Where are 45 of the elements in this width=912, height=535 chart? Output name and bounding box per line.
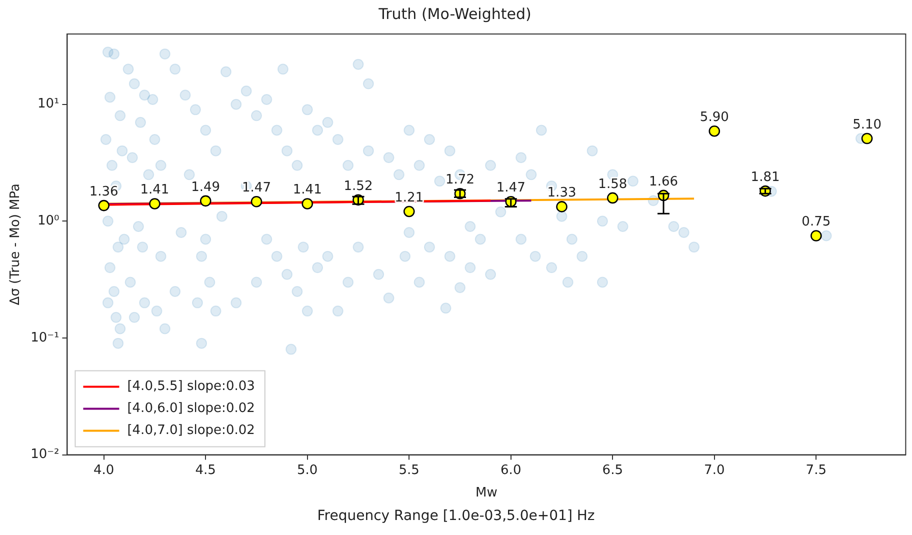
data-label: 1.41: [140, 182, 170, 198]
point: [250, 196, 262, 208]
x-tick-label: 4.5: [195, 462, 216, 478]
data-label: 1.41: [292, 182, 322, 198]
y-tick-label: 10⁰: [37, 214, 60, 229]
x-tick-label: 6.0: [500, 462, 522, 478]
legend-label: [4.0,7.0] slope:0.02: [127, 423, 255, 438]
text: Frequency Range [1.0e-03,5.0e+01] Hz: [316, 508, 596, 524]
point: [606, 192, 618, 204]
y-tick-label: 10⁻¹: [30, 330, 60, 346]
x-axis-title: Mw: [476, 486, 498, 501]
legend-label: [4.0,5.5] slope:0.03: [127, 379, 255, 394]
x-tick-label: 6.5: [602, 462, 623, 478]
legend-label: [4.0,6.0] slope:0.02: [127, 401, 255, 416]
data-label: 5.10: [852, 117, 882, 132]
y-tick-label: 10⁻²: [30, 447, 60, 462]
x-tick-label: 5.5: [398, 462, 420, 478]
y-axis-title: Δσ (True - Mo) MPa: [8, 184, 24, 306]
point: [302, 198, 314, 210]
point: [200, 195, 212, 207]
data-label: 1.49: [191, 180, 220, 195]
point: [708, 125, 720, 137]
data-label: 1.52: [344, 178, 373, 194]
point: [861, 132, 873, 144]
x-tick-label: 7.0: [704, 462, 725, 478]
data-label: 0.75: [802, 214, 831, 230]
point: [810, 230, 822, 242]
x-tick-label: 4.0: [94, 462, 114, 478]
point: [556, 201, 568, 212]
data-label: 1.72: [446, 172, 474, 188]
data-label: 1.36: [89, 184, 118, 200]
point: [98, 200, 110, 212]
x-tick-label: 7.5: [806, 462, 826, 478]
point: [149, 198, 160, 210]
x-tick-label: 5.0: [297, 462, 318, 478]
data-label: 1.33: [547, 186, 576, 201]
data-label: 5.90: [700, 110, 729, 125]
data-label: 1.81: [750, 170, 780, 185]
data-label: 1.47: [242, 180, 271, 196]
data-label: 1.58: [598, 176, 628, 192]
data-label: 1.66: [649, 174, 678, 190]
y-tick-label: 10¹: [37, 96, 60, 112]
point: [403, 206, 415, 218]
data-label: 1.47: [496, 180, 526, 196]
chart-title: Truth (Mo-Weighted): [378, 4, 532, 23]
